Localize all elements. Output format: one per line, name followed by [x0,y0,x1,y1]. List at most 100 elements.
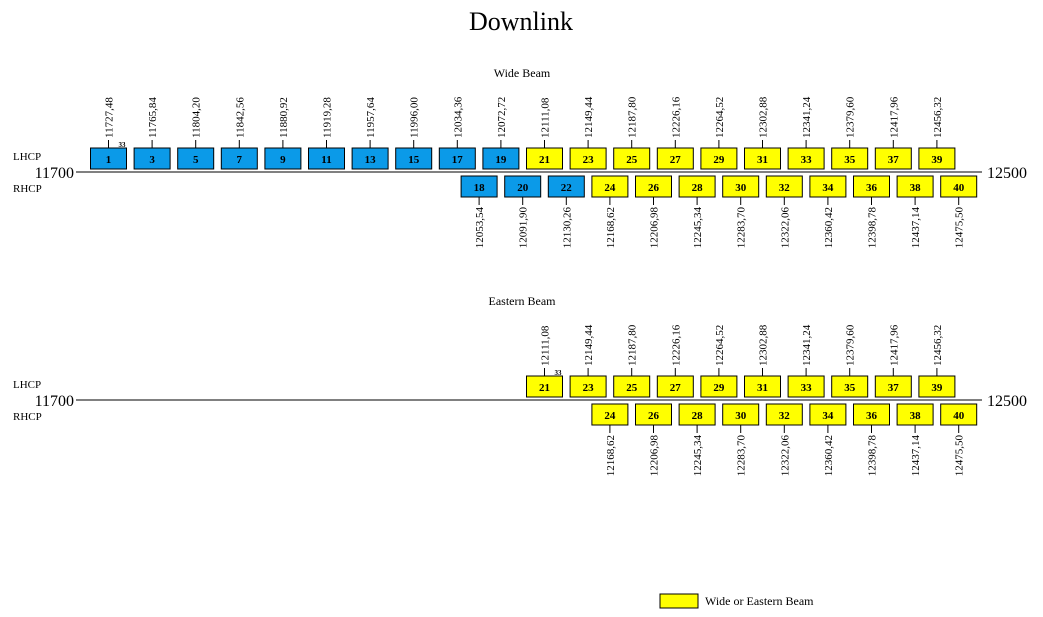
channel-frequency: 12379,60 [845,324,857,366]
channel-frequency: 12034,36 [452,96,464,138]
axis-start-label: 11700 [35,393,74,410]
channel-number: 23 [583,154,595,166]
channel-box [656,375,694,398]
channel-box [744,375,781,398]
channel-frequency: 12379,60 [845,96,857,138]
channel-box [656,147,694,170]
channel-frequency: 12437,14 [910,435,922,477]
channel-number: 30 [735,182,747,194]
channel-number: 11 [321,154,331,166]
channel-number: 36 [866,410,878,422]
legend-label: Wide or Eastern Beam [705,594,814,608]
channel-frequency: 12417,96 [888,324,900,366]
channel-frequency: 12302,88 [758,96,770,138]
channel-box [787,375,825,398]
channel-frequency: 12456,32 [932,325,944,366]
channel-frequency: 11996,00 [409,97,421,138]
channel-frequency: 12187,80 [627,324,639,366]
channel-number: 18 [474,182,486,194]
channel-number: 26 [648,410,660,422]
channel-frequency: 12322,06 [779,435,791,477]
channel-frequency: 12168,62 [605,435,617,476]
channel-number: 29 [713,154,725,166]
channel-box [438,147,476,170]
section-eastern: Eastern Beam 11700 12500 LHCP RHCP 21 12111,08… [13,294,1027,476]
channel-number: 35 [844,154,856,166]
channel-frequency: 12341,24 [801,324,813,366]
channel-frequency: 12322,06 [779,207,791,249]
channel-frequency: 12283,70 [736,207,748,249]
channel-box [133,147,171,170]
channel-number: 38 [910,410,922,422]
channel-frequency: 12360,42 [823,435,835,476]
channel-number: 25 [626,154,638,166]
channel-number: 40 [953,182,965,194]
channel-number: 24 [604,410,616,422]
channel-number: 26 [648,182,660,194]
channel-box [700,375,738,398]
channel-frequency: 11957,64 [365,97,377,138]
channel-number: 19 [495,154,507,166]
channel-frequency: 11804,20 [191,97,203,138]
channel-number: 39 [931,154,943,166]
channel-number: 20 [517,182,529,194]
channel-box [351,147,389,170]
channel-frequency: 12264,52 [714,325,726,366]
channel-number: 40 [953,410,965,422]
channel-frequency: 12149,44 [583,96,595,138]
channel-frequency: 12168,62 [605,207,617,248]
channel-frequency: 12206,98 [649,435,661,477]
channel-box [177,147,215,170]
channel-number: 29 [713,382,725,394]
channel-number: 23 [583,382,595,394]
channel-frequency: 12398,78 [867,207,879,249]
channel-frequency: 12283,70 [736,435,748,477]
beam-title: Eastern Beam [489,294,557,308]
axis-end-label: 12500 [987,165,1027,182]
channel-note: 33 [555,369,563,377]
channel-frequency: 12475,50 [954,207,966,249]
channel-box [918,375,956,398]
channel-frequency: 12187,80 [627,96,639,138]
channel-box [700,147,738,170]
channel-frequency: 12398,78 [867,435,879,477]
channel-number: 31 [757,154,768,166]
channel-number: 1 [106,154,112,166]
channel-frequency: 12149,44 [583,324,595,366]
channel-number: 21 [539,154,550,166]
channel-box [787,147,825,170]
channel-box [831,147,869,170]
legend: Wide or Eastern Beam [659,593,814,609]
rhcp-label: RHCP [13,411,42,423]
channel-frequency: 12226,16 [670,324,682,366]
channel-box [220,147,258,170]
channel-number: 33 [801,154,813,166]
channel-number: 17 [452,154,464,166]
beam-title: Wide Beam [494,66,551,80]
channel-number: 39 [931,382,943,394]
channel-frequency: 12264,52 [714,97,726,138]
channel-number: 28 [692,410,704,422]
legend-swatch [659,593,699,609]
channel-number: 5 [193,154,199,166]
channel-number: 37 [888,382,900,394]
channel-number: 34 [822,410,834,422]
channel-box [874,147,912,170]
channel-frequency: 12341,24 [801,96,813,138]
channel-number: 9 [280,154,286,166]
channel-box [744,147,781,170]
channel-frequency: 12111,08 [540,325,552,366]
channel-number: 35 [844,382,856,394]
channel-frequency: 12091,90 [518,207,530,249]
channel-number: 36 [866,182,878,194]
channel-number: 30 [735,410,747,422]
page-title: Downlink [469,7,573,36]
channel-frequency: 12360,42 [823,207,835,248]
channel-frequency: 12245,34 [692,435,704,477]
channel-box [613,375,651,398]
channel-number: 3 [149,154,155,166]
channel-box [831,375,869,398]
channel-frequency: 12245,34 [692,207,704,249]
channel-box [308,147,345,170]
